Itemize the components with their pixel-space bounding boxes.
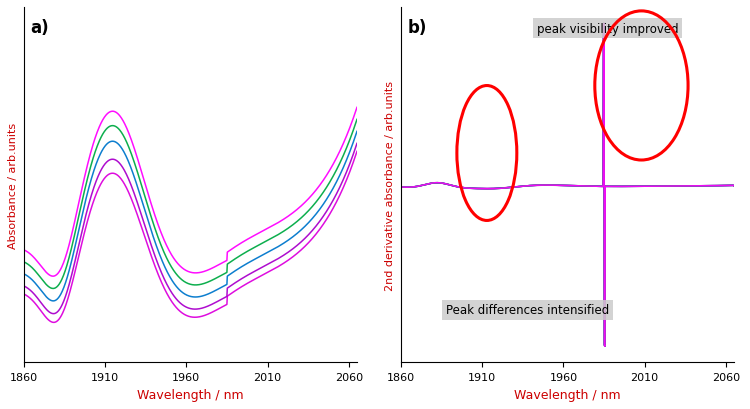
Text: peak visibility improved: peak visibility improved bbox=[537, 22, 678, 36]
Y-axis label: Absorbance / arb.units: Absorbance / arb.units bbox=[8, 123, 18, 248]
Text: a): a) bbox=[31, 19, 50, 37]
X-axis label: Wavelength / nm: Wavelength / nm bbox=[137, 388, 244, 401]
Text: b): b) bbox=[408, 19, 427, 37]
X-axis label: Wavelength / nm: Wavelength / nm bbox=[514, 388, 621, 401]
Text: Peak differences intensified: Peak differences intensified bbox=[446, 303, 609, 317]
Y-axis label: 2nd derivative absorbance / arb.units: 2nd derivative absorbance / arb.units bbox=[386, 81, 395, 290]
